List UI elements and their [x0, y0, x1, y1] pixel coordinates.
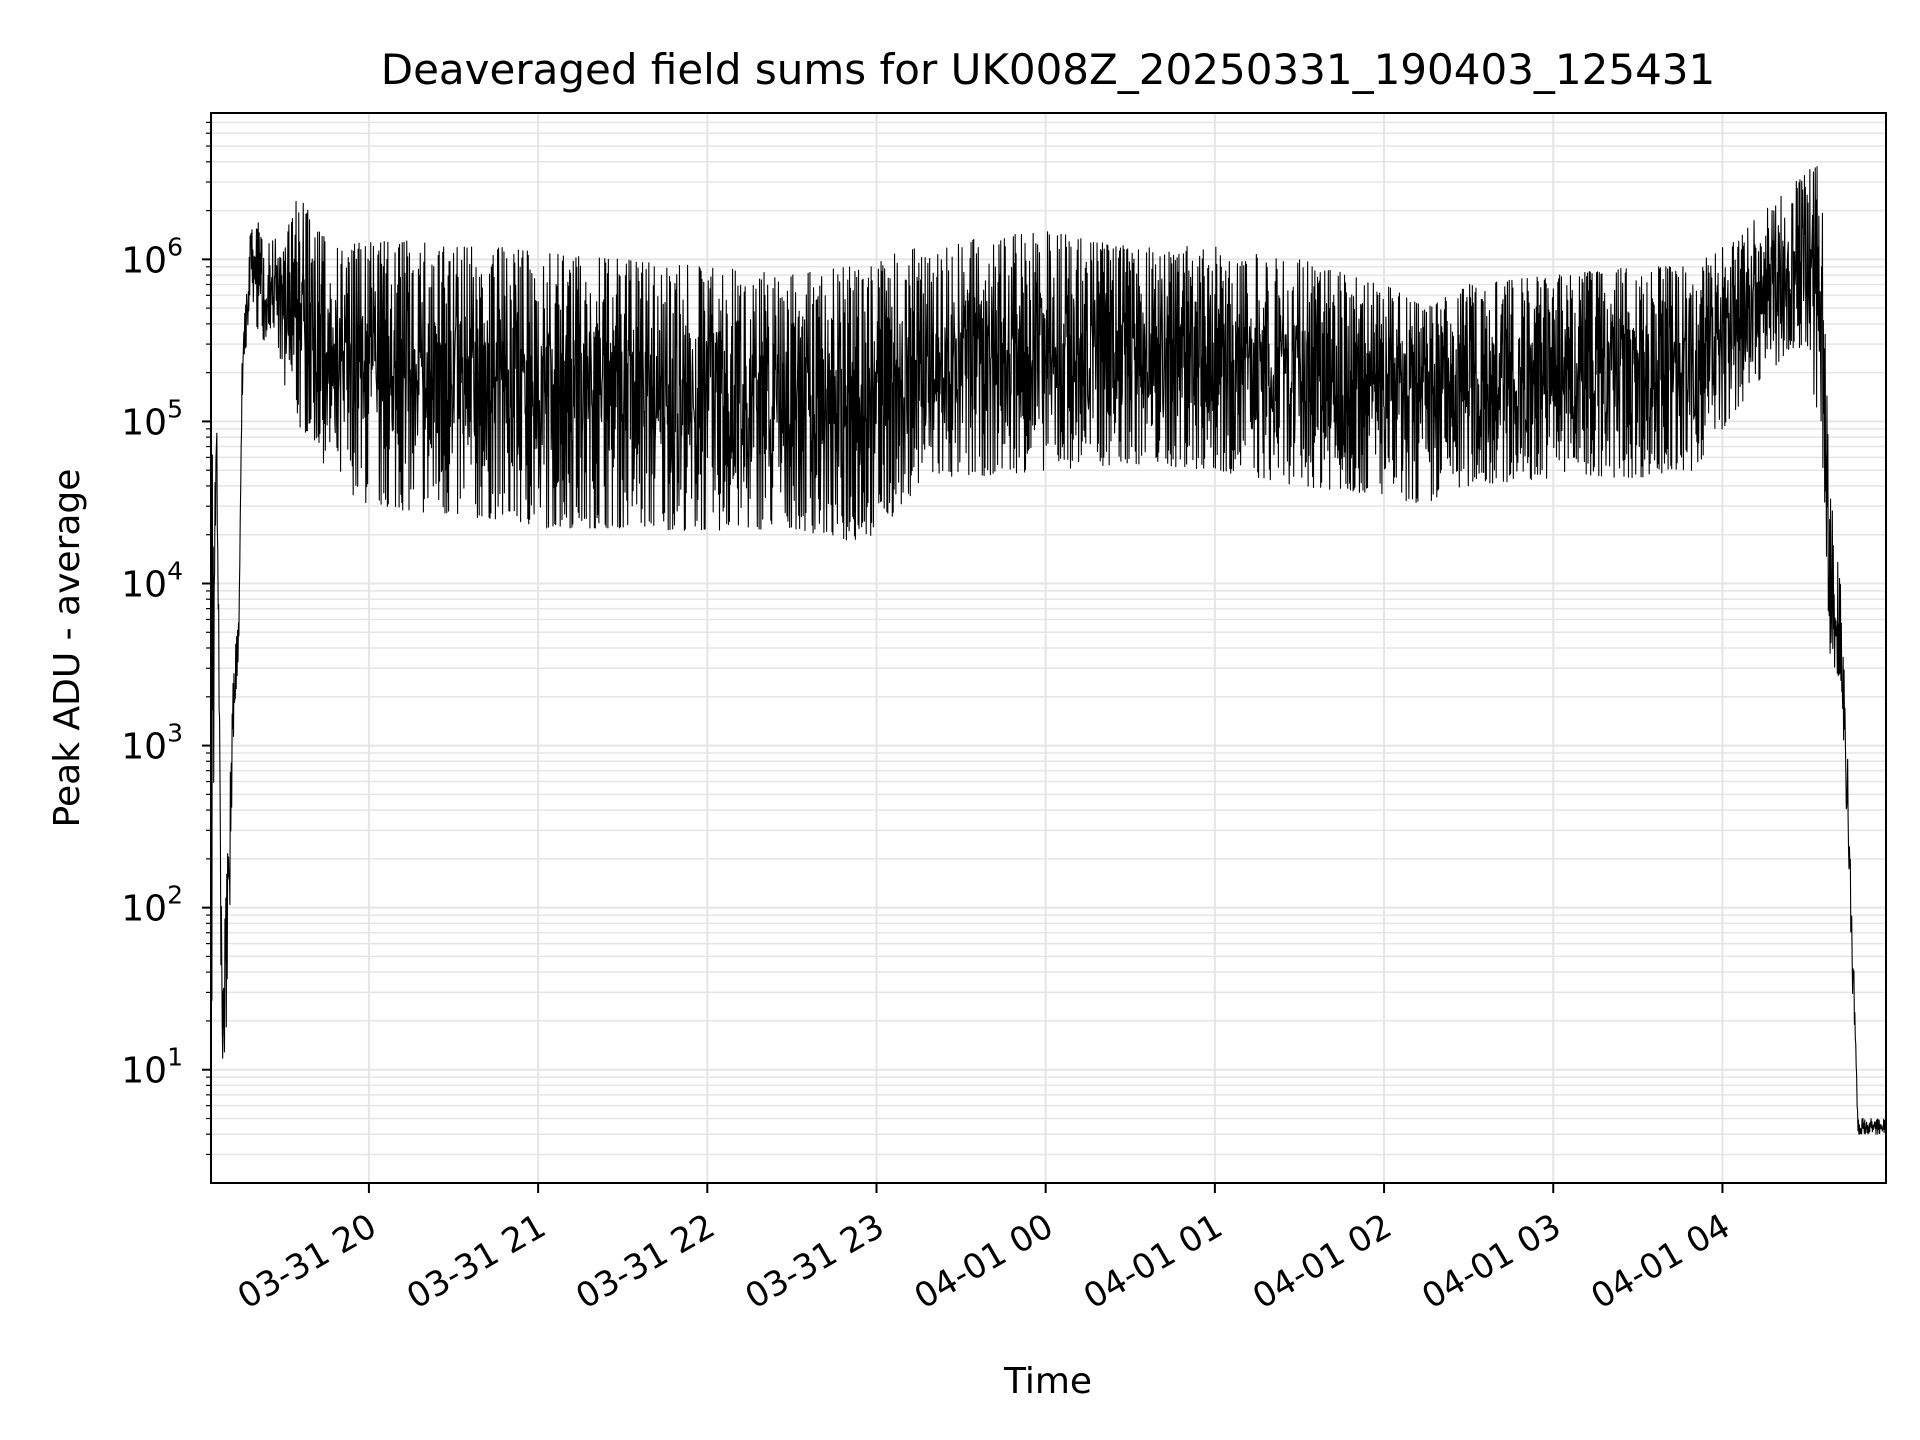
y-axis: 101 102 103 104 105 106	[121, 121, 211, 1156]
y-tick-label: 104	[121, 557, 183, 606]
y-tick-label: 101	[121, 1043, 183, 1092]
data-series	[210, 166, 1887, 1184]
y-tick-label: 103	[121, 719, 183, 768]
series-line	[210, 166, 1887, 1184]
y-axis-label: Peak ADU - average	[47, 469, 88, 828]
y-tick-label: 102	[121, 881, 183, 930]
x-axis-label: Time	[1003, 1361, 1092, 1402]
y-tick-label: 105	[121, 394, 183, 443]
y-tick-label: 106	[121, 232, 183, 281]
chart-title: Deaveraged field sums for UK008Z_2025033…	[381, 45, 1716, 94]
